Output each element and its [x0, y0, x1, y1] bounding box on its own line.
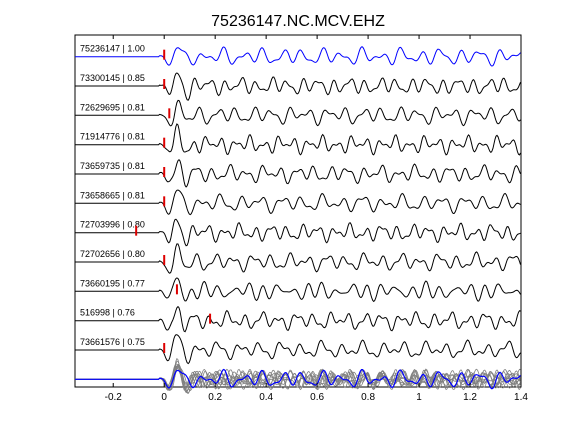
x-tick-label: 0.4 [259, 392, 273, 403]
trace-line [75, 158, 521, 188]
x-tick-label: 0.2 [208, 392, 222, 403]
trace-line [75, 334, 521, 365]
traces-layer [75, 46, 521, 395]
x-tick-label: 0.6 [310, 392, 324, 403]
trace-label: 73659735 | 0.81 [80, 161, 145, 171]
x-tick-label: 1.4 [514, 392, 528, 403]
chart-title: 75236147.NC.MCV.EHZ [211, 13, 385, 30]
trace-line [75, 123, 521, 156]
x-axis: -0.2 0 0.2 0.4 0.6 0.8 1 1.2 1.4 [105, 35, 528, 403]
trace-label: 71914776 | 0.81 [80, 132, 145, 142]
labels-layer: 75236147 | 1.00 73300145 | 0.85 72629695 |… [80, 44, 145, 347]
x-tick-label: 1 [416, 392, 422, 403]
trace-line [75, 99, 521, 127]
trace-label: 73661576 | 0.75 [80, 337, 145, 347]
trace-line [75, 243, 521, 274]
trace-label: 75236147 | 1.00 [80, 44, 145, 54]
trace-label: 73660195 | 0.77 [80, 278, 145, 288]
x-tick-label: -0.2 [105, 392, 123, 403]
x-tick-label: 0.8 [361, 392, 375, 403]
picks-layer [135, 49, 212, 353]
x-tick-label: 1.2 [463, 392, 477, 403]
trace-line [75, 218, 521, 247]
trace-line [75, 305, 521, 333]
trace-line [75, 189, 521, 216]
trace-line [75, 46, 521, 67]
x-tick-label: 0 [161, 392, 167, 403]
trace-label: 73300145 | 0.85 [80, 73, 145, 83]
trace-line [75, 277, 521, 303]
trace-label: 516998 | 0.76 [80, 308, 135, 318]
stack-reference-line [75, 368, 521, 390]
trace-label: 72703996 | 0.80 [80, 220, 145, 230]
trace-label: 72629695 | 0.81 [80, 102, 145, 112]
trace-label: 72702656 | 0.80 [80, 249, 145, 259]
trace-label: 73658665 | 0.81 [80, 190, 145, 200]
trace-line [75, 72, 521, 101]
plot-frame [74, 34, 522, 388]
